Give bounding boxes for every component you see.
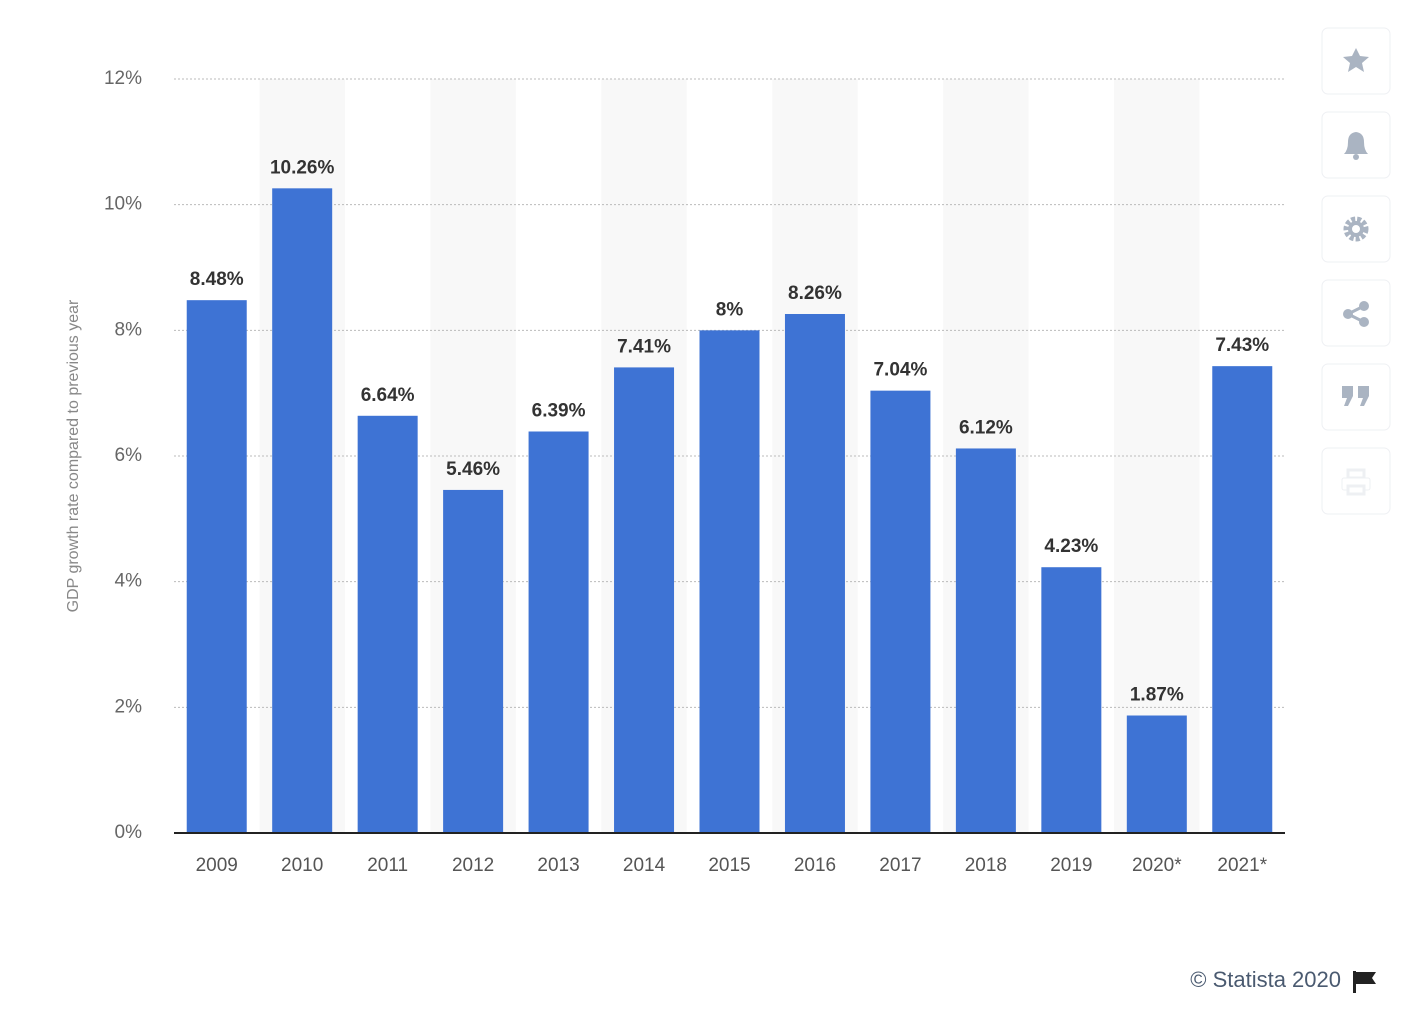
y-tick-label: 4% <box>115 571 143 592</box>
data-label: 4.23% <box>1044 536 1098 557</box>
data-label: 6.64% <box>361 385 415 406</box>
bar <box>272 188 333 833</box>
data-label: 10.26% <box>270 157 335 178</box>
credit: © Statista 2020 <box>1190 967 1341 992</box>
x-tick-label: 2013 <box>537 855 579 876</box>
bar <box>870 390 931 833</box>
y-tick-label: 8% <box>115 319 143 340</box>
data-label: 5.46% <box>446 459 500 480</box>
bar <box>528 431 589 833</box>
data-label: 8% <box>716 299 744 320</box>
y-tick-label: 6% <box>115 445 143 466</box>
y-tick-label: 2% <box>115 696 143 717</box>
x-tick-label: 2012 <box>452 855 494 876</box>
cite-button[interactable] <box>1321 363 1391 431</box>
settings-button[interactable] <box>1321 195 1391 263</box>
x-tick-label: 2020* <box>1132 855 1182 876</box>
bar <box>357 415 418 833</box>
y-tick-label: 0% <box>115 822 143 843</box>
data-label: 7.41% <box>617 336 671 357</box>
favorite-button[interactable] <box>1321 27 1391 95</box>
column-stripe <box>1114 79 1200 833</box>
print-button[interactable] <box>1321 447 1391 515</box>
bar <box>784 313 845 833</box>
bar <box>443 489 504 833</box>
data-label: 6.39% <box>532 401 586 422</box>
bar <box>955 448 1016 833</box>
bar <box>186 300 247 833</box>
y-tick-label: 12% <box>104 68 142 89</box>
data-label: 7.43% <box>1215 335 1269 356</box>
x-tick-label: 2015 <box>708 855 750 876</box>
y-tick-label: 10% <box>104 194 142 215</box>
bars <box>186 188 1273 833</box>
notification-button[interactable] <box>1321 111 1391 179</box>
y-axis-label: GDP growth rate compared to previous yea… <box>65 299 82 612</box>
data-label: 7.04% <box>873 360 927 381</box>
data-label: 8.48% <box>190 269 244 290</box>
data-label: 6.12% <box>959 417 1013 438</box>
x-tick-label: 2019 <box>1050 855 1092 876</box>
x-tick-label: 2016 <box>794 855 836 876</box>
x-tick-label: 2011 <box>367 855 408 876</box>
flag-icon[interactable] <box>1353 971 1376 993</box>
x-tick-label: 2021* <box>1217 855 1267 876</box>
data-label: 1.87% <box>1130 685 1184 706</box>
bar <box>614 367 675 833</box>
bar <box>1126 715 1187 833</box>
toolbar <box>1321 27 1391 515</box>
share-button[interactable] <box>1321 279 1391 347</box>
x-tick-label: 2010 <box>281 855 323 876</box>
x-tick-label: 2017 <box>879 855 921 876</box>
bar <box>699 330 760 833</box>
x-tick-label: 2009 <box>196 855 238 876</box>
bar <box>1041 567 1102 833</box>
x-tick-label: 2014 <box>623 855 666 876</box>
x-tick-label: 2018 <box>965 855 1007 876</box>
data-label: 8.26% <box>788 283 842 304</box>
bar <box>1212 366 1273 833</box>
